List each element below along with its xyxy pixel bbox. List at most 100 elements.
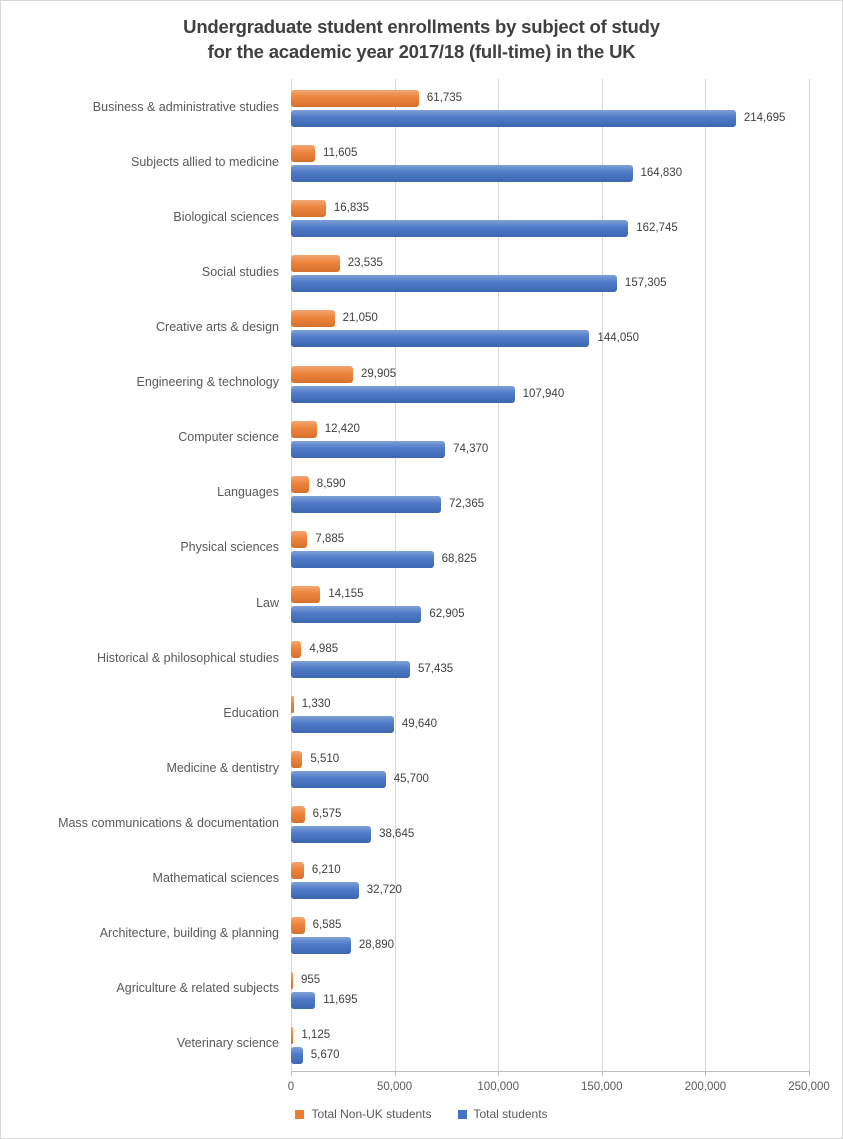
value-label-non-uk: 6,210 (311, 863, 341, 876)
bar-total (291, 165, 633, 183)
value-label-total: 214,695 (743, 112, 786, 124)
bar-non-uk (291, 971, 293, 989)
category-label: Engineering & technology (136, 375, 279, 390)
bar-non-uk (291, 586, 321, 603)
value-label-non-uk: 16,835 (333, 202, 370, 215)
x-axis-tick (498, 1071, 500, 1076)
value-label-total: 57,435 (418, 663, 454, 676)
bar-total (291, 881, 359, 899)
value-label-non-uk: 4,985 (309, 643, 339, 656)
value-label-total: 162,745 (636, 222, 678, 235)
x-axis-line (291, 1071, 810, 1072)
value-label-non-uk: 12,420 (324, 422, 360, 435)
value-label-total: 72,365 (448, 497, 485, 510)
category-label: Mathematical sciences (152, 871, 279, 886)
bar-non-uk (291, 145, 316, 163)
bar-total (291, 771, 386, 789)
category-label: Agriculture & related subjects (116, 981, 279, 996)
value-label-non-uk: 7,885 (315, 532, 345, 545)
bar-total (291, 661, 410, 679)
chart-title-line1: Undergraduate student enrollments by sub… (183, 16, 660, 37)
x-axis-tick-label: 250,000 (788, 1081, 830, 1093)
bar-total (291, 385, 515, 403)
value-label-non-uk: 1,330 (301, 698, 331, 711)
bar-total (291, 716, 394, 734)
x-axis-tick (601, 1071, 603, 1076)
value-label-total: 11,695 (323, 993, 358, 1006)
bar-total (291, 826, 372, 844)
value-label-total: 74,370 (453, 442, 489, 455)
value-label-non-uk: 8,590 (316, 477, 346, 490)
value-label-non-uk: 29,905 (360, 367, 397, 380)
bar-non-uk (291, 530, 308, 548)
value-label-non-uk: 1,125 (301, 1028, 331, 1041)
bar-total (291, 606, 422, 623)
bar-non-uk (291, 696, 294, 714)
bar-total (291, 1046, 303, 1064)
legend-swatch-icon (457, 1109, 467, 1119)
category-label: Physical sciences (180, 540, 279, 555)
category-label: Medicine & dentistry (166, 760, 279, 775)
x-axis-tick (394, 1071, 396, 1076)
bar-non-uk (291, 475, 309, 493)
bar-non-uk (291, 861, 304, 879)
value-label-total: 38,645 (379, 828, 415, 841)
value-label-total: 144,050 (597, 332, 640, 345)
legend-item-total: Total students (457, 1107, 548, 1121)
legend-label: Total Non-UK students (311, 1107, 432, 1121)
bar-total (291, 936, 351, 954)
bar-non-uk (291, 420, 317, 438)
category-label: Creative arts & design (156, 319, 279, 334)
legend-item-non-uk: Total Non-UK students (295, 1107, 432, 1121)
category-label: Business & administrative studies (92, 99, 279, 114)
x-axis-tick-label: 200,000 (684, 1081, 727, 1093)
x-axis-tick (705, 1071, 707, 1076)
value-label-total: 32,720 (366, 883, 402, 896)
gridline (291, 79, 292, 1071)
bar-total (291, 550, 434, 568)
chart-title: Undergraduate student enrollments by sub… (1, 14, 842, 64)
value-label-total: 49,640 (401, 718, 438, 731)
bar-non-uk (291, 90, 419, 107)
gridline (809, 79, 810, 1071)
bar-total (291, 440, 446, 458)
bar-non-uk (291, 310, 335, 328)
value-label-non-uk: 23,535 (347, 257, 383, 270)
legend-swatch-icon (295, 1109, 305, 1119)
x-axis-tick (291, 1071, 292, 1076)
bar-total (291, 330, 590, 348)
category-label: Education (223, 705, 279, 720)
value-label-total: 68,825 (441, 552, 477, 565)
bar-non-uk (291, 641, 302, 659)
category-label: Historical & philosophical studies (96, 650, 279, 665)
value-label-total: 28,890 (358, 938, 395, 951)
plot-area: 61,735 214,695 11,605 164,830 16,835 162,745 2… (291, 79, 810, 1071)
value-label-total: 157,305 (624, 277, 667, 290)
category-label: Languages (217, 485, 279, 500)
category-label: Computer science (178, 430, 279, 445)
value-label-non-uk: 5,510 (310, 753, 340, 766)
bar-non-uk (291, 255, 340, 273)
x-axis-tick-label: 150,000 (581, 1081, 623, 1093)
bar-non-uk (291, 751, 303, 769)
value-label-non-uk: 6,585 (312, 918, 342, 931)
x-axis-tick-label: 50,000 (377, 1081, 413, 1093)
bar-total (291, 495, 441, 513)
value-label-non-uk: 21,050 (342, 312, 378, 325)
category-label: Law (256, 595, 279, 610)
value-label-total: 5,670 (310, 1048, 340, 1061)
category-label: Veterinary science (176, 1036, 279, 1051)
value-label-total: 164,830 (640, 167, 683, 180)
legend: Total Non-UK students Total students (1, 1107, 842, 1121)
x-axis-tick-label: 100,000 (477, 1081, 519, 1093)
bar-total (291, 220, 629, 238)
bar-non-uk (291, 806, 305, 824)
value-label-non-uk: 11,605 (323, 147, 358, 160)
category-label: Architecture, building & planning (99, 926, 279, 941)
x-axis-tick-label: 0 (287, 1081, 295, 1093)
category-label: Social studies (201, 264, 279, 279)
bar-total (291, 991, 316, 1009)
gridline (601, 79, 603, 1071)
value-label-total: 45,700 (393, 773, 429, 786)
